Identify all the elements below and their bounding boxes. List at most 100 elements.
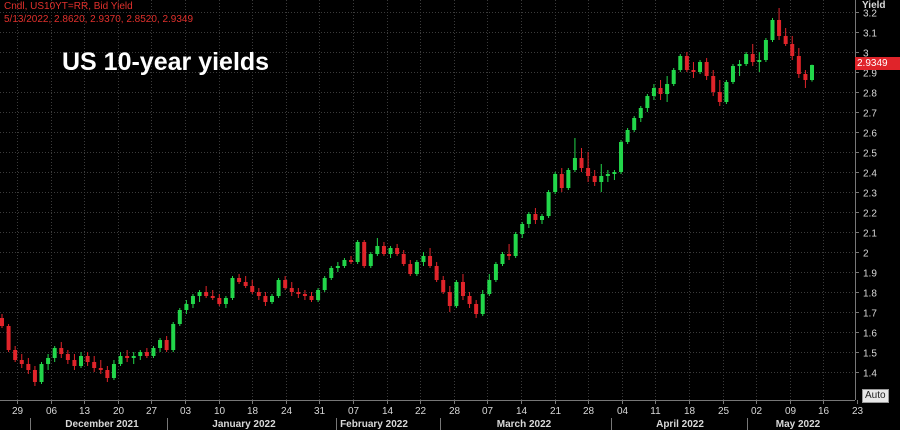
x-tick-label: 07 bbox=[348, 406, 360, 417]
candle bbox=[296, 288, 301, 298]
candle bbox=[250, 280, 255, 294]
candle bbox=[605, 170, 610, 182]
month-label: April 2022 bbox=[656, 419, 704, 430]
x-tick-label: 13 bbox=[79, 406, 91, 417]
x-tick-label: 20 bbox=[113, 406, 125, 417]
candle bbox=[256, 288, 261, 300]
candle bbox=[553, 172, 558, 194]
candle bbox=[408, 260, 413, 276]
x-tick-label: 29 bbox=[12, 406, 24, 417]
candle bbox=[105, 366, 110, 382]
candle bbox=[329, 266, 334, 280]
x-tick-label: 27 bbox=[146, 406, 158, 417]
candle bbox=[783, 28, 788, 46]
x-tick-label: 09 bbox=[785, 406, 797, 417]
x-tick-label: 02 bbox=[751, 406, 763, 417]
candle bbox=[454, 280, 459, 308]
candle bbox=[98, 360, 103, 374]
candle bbox=[362, 240, 367, 268]
y-tick-label: 2 bbox=[863, 249, 869, 260]
candles bbox=[0, 8, 814, 386]
y-tick-label: 2.7 bbox=[863, 109, 877, 120]
y-tick-label: 2.3 bbox=[863, 189, 877, 200]
y-tick-label: 1.6 bbox=[863, 329, 877, 340]
candle bbox=[13, 346, 18, 362]
candle bbox=[704, 58, 709, 80]
candle bbox=[171, 322, 176, 352]
x-tick-label: 10 bbox=[214, 406, 226, 417]
candle bbox=[46, 354, 51, 370]
x-tick-label: 21 bbox=[550, 406, 562, 417]
y-tick-label: 2.9 bbox=[863, 69, 877, 80]
candle bbox=[744, 52, 749, 66]
candle bbox=[434, 262, 439, 282]
month-label: February 2022 bbox=[340, 419, 408, 430]
candle bbox=[632, 116, 637, 132]
candle bbox=[118, 352, 123, 366]
candle bbox=[125, 350, 130, 362]
auto-scale-button[interactable]: Auto bbox=[862, 389, 889, 403]
x-tick-label: 18 bbox=[684, 406, 696, 417]
candle bbox=[572, 138, 577, 172]
candle bbox=[210, 290, 215, 300]
candle bbox=[217, 294, 222, 306]
y-axis: 3.2 3.1 3 2.9 2.8 2.7 2.6 2.5 2.4 2.3 2.2 2.1 2 1.9 1.… bbox=[855, 9, 877, 380]
y-tick-label: 1.8 bbox=[863, 289, 877, 300]
y-tick-label: 2.4 bbox=[863, 169, 877, 180]
x-tick-label: 11 bbox=[650, 406, 661, 417]
y-axis-panel bbox=[855, 0, 900, 430]
instrument-header: Cndl, US10YT=RR, Bid Yield bbox=[4, 1, 133, 12]
candle bbox=[750, 44, 755, 66]
ohlc-readout: 5/13/2022, 2.8620, 2.9370, 2.8520, 2.934… bbox=[4, 14, 194, 25]
candle bbox=[645, 94, 650, 112]
candle bbox=[777, 8, 782, 40]
candle bbox=[467, 292, 472, 308]
candle bbox=[698, 60, 703, 74]
y-tick-label: 3.1 bbox=[863, 29, 877, 40]
candle bbox=[658, 80, 663, 100]
candle bbox=[283, 276, 288, 290]
candle bbox=[322, 276, 327, 292]
candle bbox=[414, 260, 419, 276]
x-tick-label: 03 bbox=[180, 406, 192, 417]
candle bbox=[447, 286, 452, 312]
candle bbox=[678, 54, 683, 72]
candle bbox=[138, 350, 143, 360]
candle bbox=[507, 244, 512, 260]
candle bbox=[540, 214, 544, 224]
candle bbox=[796, 48, 801, 78]
y-tick-label: 1.7 bbox=[863, 309, 877, 320]
x-tick-label: 28 bbox=[583, 406, 595, 417]
x-tick-label: 23 bbox=[852, 406, 864, 417]
candle bbox=[237, 274, 242, 284]
candle bbox=[487, 274, 492, 296]
candle bbox=[757, 52, 762, 72]
x-tick-label: 07 bbox=[482, 406, 494, 417]
candle bbox=[184, 300, 189, 314]
y-tick-label: 2.8 bbox=[863, 89, 877, 100]
candle bbox=[243, 276, 248, 288]
candle bbox=[474, 300, 479, 318]
candle bbox=[381, 242, 386, 256]
candle bbox=[131, 352, 136, 364]
candle bbox=[579, 148, 584, 172]
month-label: December 2021 bbox=[65, 419, 139, 430]
month-label: March 2022 bbox=[497, 419, 552, 430]
candle bbox=[151, 346, 156, 358]
candle bbox=[500, 252, 505, 266]
candle bbox=[59, 342, 64, 358]
candle bbox=[566, 168, 571, 190]
y-tick-label: 3.2 bbox=[863, 9, 877, 20]
candle bbox=[111, 360, 116, 380]
candle bbox=[428, 248, 433, 268]
candle bbox=[39, 362, 44, 384]
y-axis-label: Yield bbox=[862, 0, 886, 11]
candle bbox=[599, 164, 604, 192]
candle bbox=[638, 106, 643, 122]
candle bbox=[19, 354, 24, 368]
candle bbox=[717, 80, 722, 106]
y-tick-label: 1.5 bbox=[863, 349, 877, 360]
y-tick-label: 1.9 bbox=[863, 269, 877, 280]
